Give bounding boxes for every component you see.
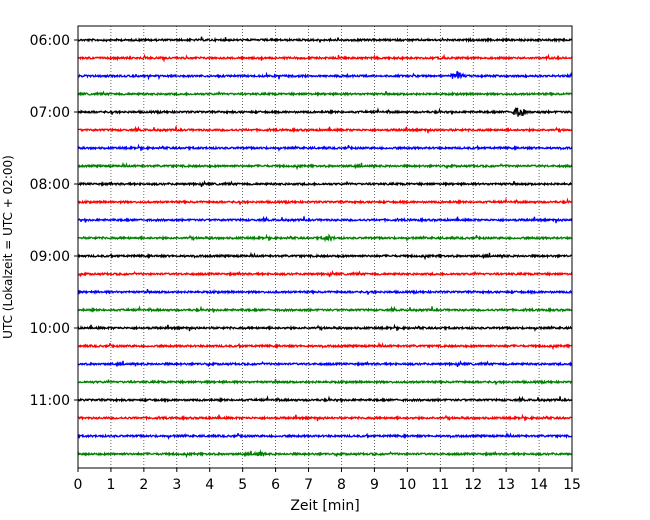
seismic-trace xyxy=(77,341,573,351)
x-tick-label: 3 xyxy=(172,477,181,493)
y-axis: 06:00 07:00 08:00 09:00 10:00 11:00 xyxy=(30,33,78,409)
x-tick-label: 5 xyxy=(238,477,247,493)
seismic-trace xyxy=(77,269,573,278)
seismic-trace xyxy=(77,305,573,314)
seismic-trace xyxy=(77,143,573,153)
x-axis: 0 1 2 3 4 5 6 7 8 9 10 11 12 13 14 15 xyxy=(74,468,581,493)
seismic-trace xyxy=(77,90,573,97)
plot-frame xyxy=(77,25,573,469)
x-tick-label: 8 xyxy=(337,477,346,493)
seismic-trace xyxy=(77,106,573,117)
y-tick-label: 10:00 xyxy=(30,321,70,337)
x-tick-label: 0 xyxy=(74,477,83,493)
y-tick-label: 11:00 xyxy=(30,393,70,409)
traces xyxy=(77,36,573,459)
seismic-trace xyxy=(77,323,573,333)
seismic-trace xyxy=(77,395,573,404)
seismic-trace xyxy=(77,378,573,385)
y-tick-label: 06:00 xyxy=(30,33,70,49)
y-tick-label: 09:00 xyxy=(30,249,70,265)
seismic-trace xyxy=(77,233,573,243)
seismic-trace xyxy=(77,251,573,261)
seismic-trace xyxy=(77,125,573,134)
seismic-trace xyxy=(77,179,573,188)
seismic-trace xyxy=(77,431,573,441)
seismic-trace xyxy=(77,449,573,459)
x-tick-label: 4 xyxy=(205,477,214,493)
seismic-trace xyxy=(77,197,573,206)
seismic-trace xyxy=(77,53,573,63)
y-tick-label: 07:00 xyxy=(30,105,70,121)
x-tick-label: 7 xyxy=(304,477,313,493)
x-tick-label: 6 xyxy=(271,477,280,493)
seismic-trace xyxy=(77,36,573,44)
x-tick-label: 1 xyxy=(106,477,115,493)
seismic-trace xyxy=(77,161,573,171)
x-tick-label: 9 xyxy=(370,477,379,493)
x-tick-label: 13 xyxy=(497,477,515,493)
x-tick-label: 12 xyxy=(464,477,482,493)
x-axis-label: Zeit [min] xyxy=(290,498,359,514)
seismic-trace xyxy=(77,288,573,295)
x-tick-label: 11 xyxy=(431,477,449,493)
x-tick-label: 15 xyxy=(563,477,581,493)
plot-background xyxy=(78,26,572,468)
y-tick-label: 08:00 xyxy=(30,177,70,193)
seismic-trace xyxy=(78,413,573,422)
seismic-trace xyxy=(77,215,573,224)
x-tick-label: 14 xyxy=(530,477,548,493)
x-tick-label: 10 xyxy=(398,477,416,493)
seismic-trace xyxy=(77,71,573,81)
x-tick-label: 2 xyxy=(139,477,148,493)
y-axis-label: UTC (Lokalzeit = UTC + 02:00) xyxy=(1,155,15,339)
seismic-trace xyxy=(77,359,573,368)
